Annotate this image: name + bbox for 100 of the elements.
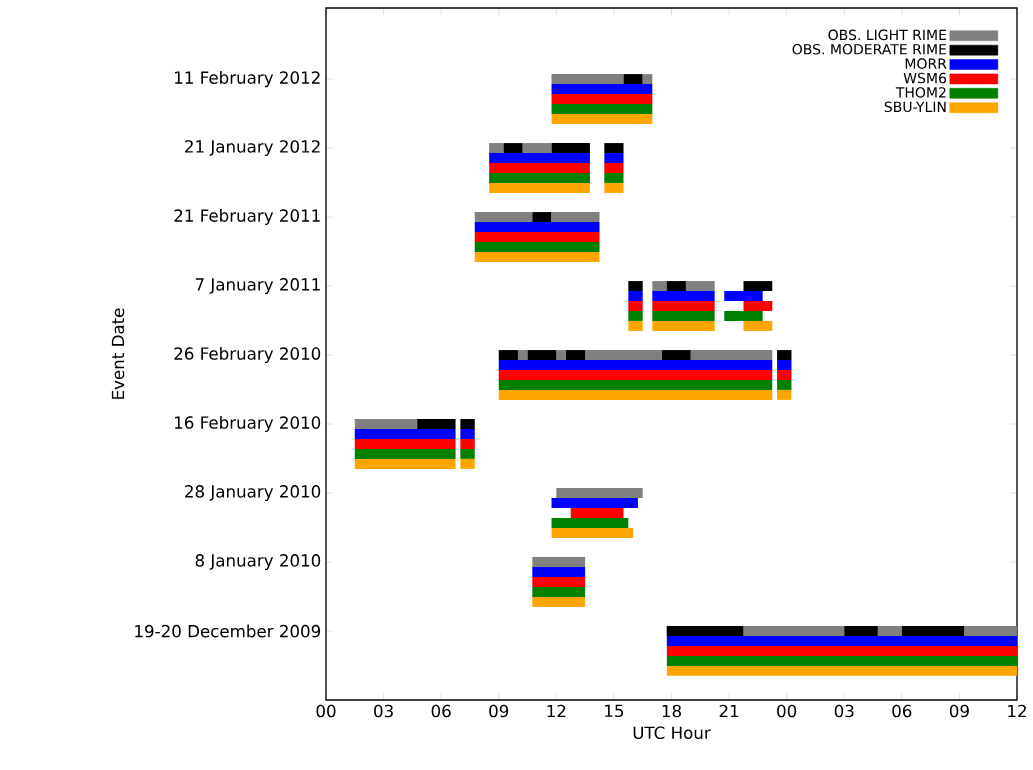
x-tick-label: 09 [489,704,509,718]
x-tick-label: 15 [605,704,624,718]
x-axis-title: UTC Hour [633,726,711,740]
bar [551,517,629,528]
bar [551,113,653,124]
bar [551,84,653,95]
bar [489,172,590,183]
bar [460,458,475,469]
bar [551,143,590,154]
bar [690,350,773,361]
bar [460,438,475,449]
bar [551,103,653,114]
bar [474,251,600,262]
x-tick-label: 00 [777,704,797,718]
y-tick-label: 7 January 2011 [195,278,320,294]
bar [498,369,773,380]
bar [652,310,715,321]
y-tick-label: 8 January 2010 [195,554,321,570]
bar [532,212,552,223]
legend-label: OBS. MODERATE RIME [792,43,947,55]
bar [743,301,773,311]
bar [556,350,566,361]
x-tick-label: 06 [431,704,451,718]
bar [685,281,715,292]
bar [666,281,686,292]
bar [354,458,456,469]
bar [652,281,667,292]
bar [551,527,634,538]
bar [628,310,643,321]
bar [474,222,600,232]
bar [604,182,624,193]
bar [628,291,643,301]
bar [354,448,456,459]
bar [489,163,590,173]
bar [460,419,475,430]
bar [604,163,624,173]
x-tick-label: 12 [1008,704,1026,718]
bar [652,301,715,311]
bar [503,143,523,154]
bar [489,143,504,154]
bar [777,350,792,361]
bar [604,153,624,164]
bar [417,419,456,430]
legend-label: THOM2 [895,87,946,98]
bar [498,389,773,400]
x-tick-label: 06 [892,704,912,718]
bar [517,350,528,361]
bar [628,301,643,311]
bar [532,596,586,607]
y-tick-label: 19-20 December 2009 [135,624,321,638]
bar [498,379,773,390]
bar [354,419,418,430]
bar [551,212,600,223]
y-tick-label: 21 February 2011 [174,208,320,226]
bar [877,626,902,636]
x-tick-label: 12 [547,704,566,718]
bar [604,172,624,183]
x-tick-label: 21 [719,704,739,718]
bar [354,438,456,449]
bar [661,350,691,361]
bar [652,320,715,331]
bar [522,143,552,154]
bar [628,281,643,292]
bar [532,566,586,577]
bar [623,74,643,85]
legend-label: MORR [905,58,947,69]
bar [777,389,792,400]
legend-label: WSM6 [903,72,947,84]
bar [354,429,456,439]
bar [551,74,624,85]
x-tick-label: 03 [374,704,393,718]
bar [532,557,586,567]
bar [652,291,715,301]
bar [724,310,763,321]
bar [489,153,590,164]
bar [642,74,653,85]
bar [498,350,518,361]
bar [743,320,773,331]
bar [532,586,586,597]
bar [604,143,624,154]
bar [551,498,638,508]
bar [565,350,586,361]
bar [743,626,845,636]
bar [474,232,600,242]
bar [844,626,878,636]
bar [460,429,475,439]
bar [724,291,763,301]
bar [570,507,624,518]
bar [551,94,653,104]
y-tick-label: 26 February 2010 [174,346,321,364]
legend-label: OBS. LIGHT RIME [828,29,947,41]
legend-label: SBU-YLIN [884,101,946,113]
bar [666,626,744,636]
bar [666,645,1017,656]
bar [964,626,1017,636]
x-tick-label: 18 [662,704,681,718]
y-tick-label: 28 January 2010 [185,485,321,501]
bar [628,320,643,331]
x-tick-label: 00 [316,704,336,718]
bar [777,379,792,390]
